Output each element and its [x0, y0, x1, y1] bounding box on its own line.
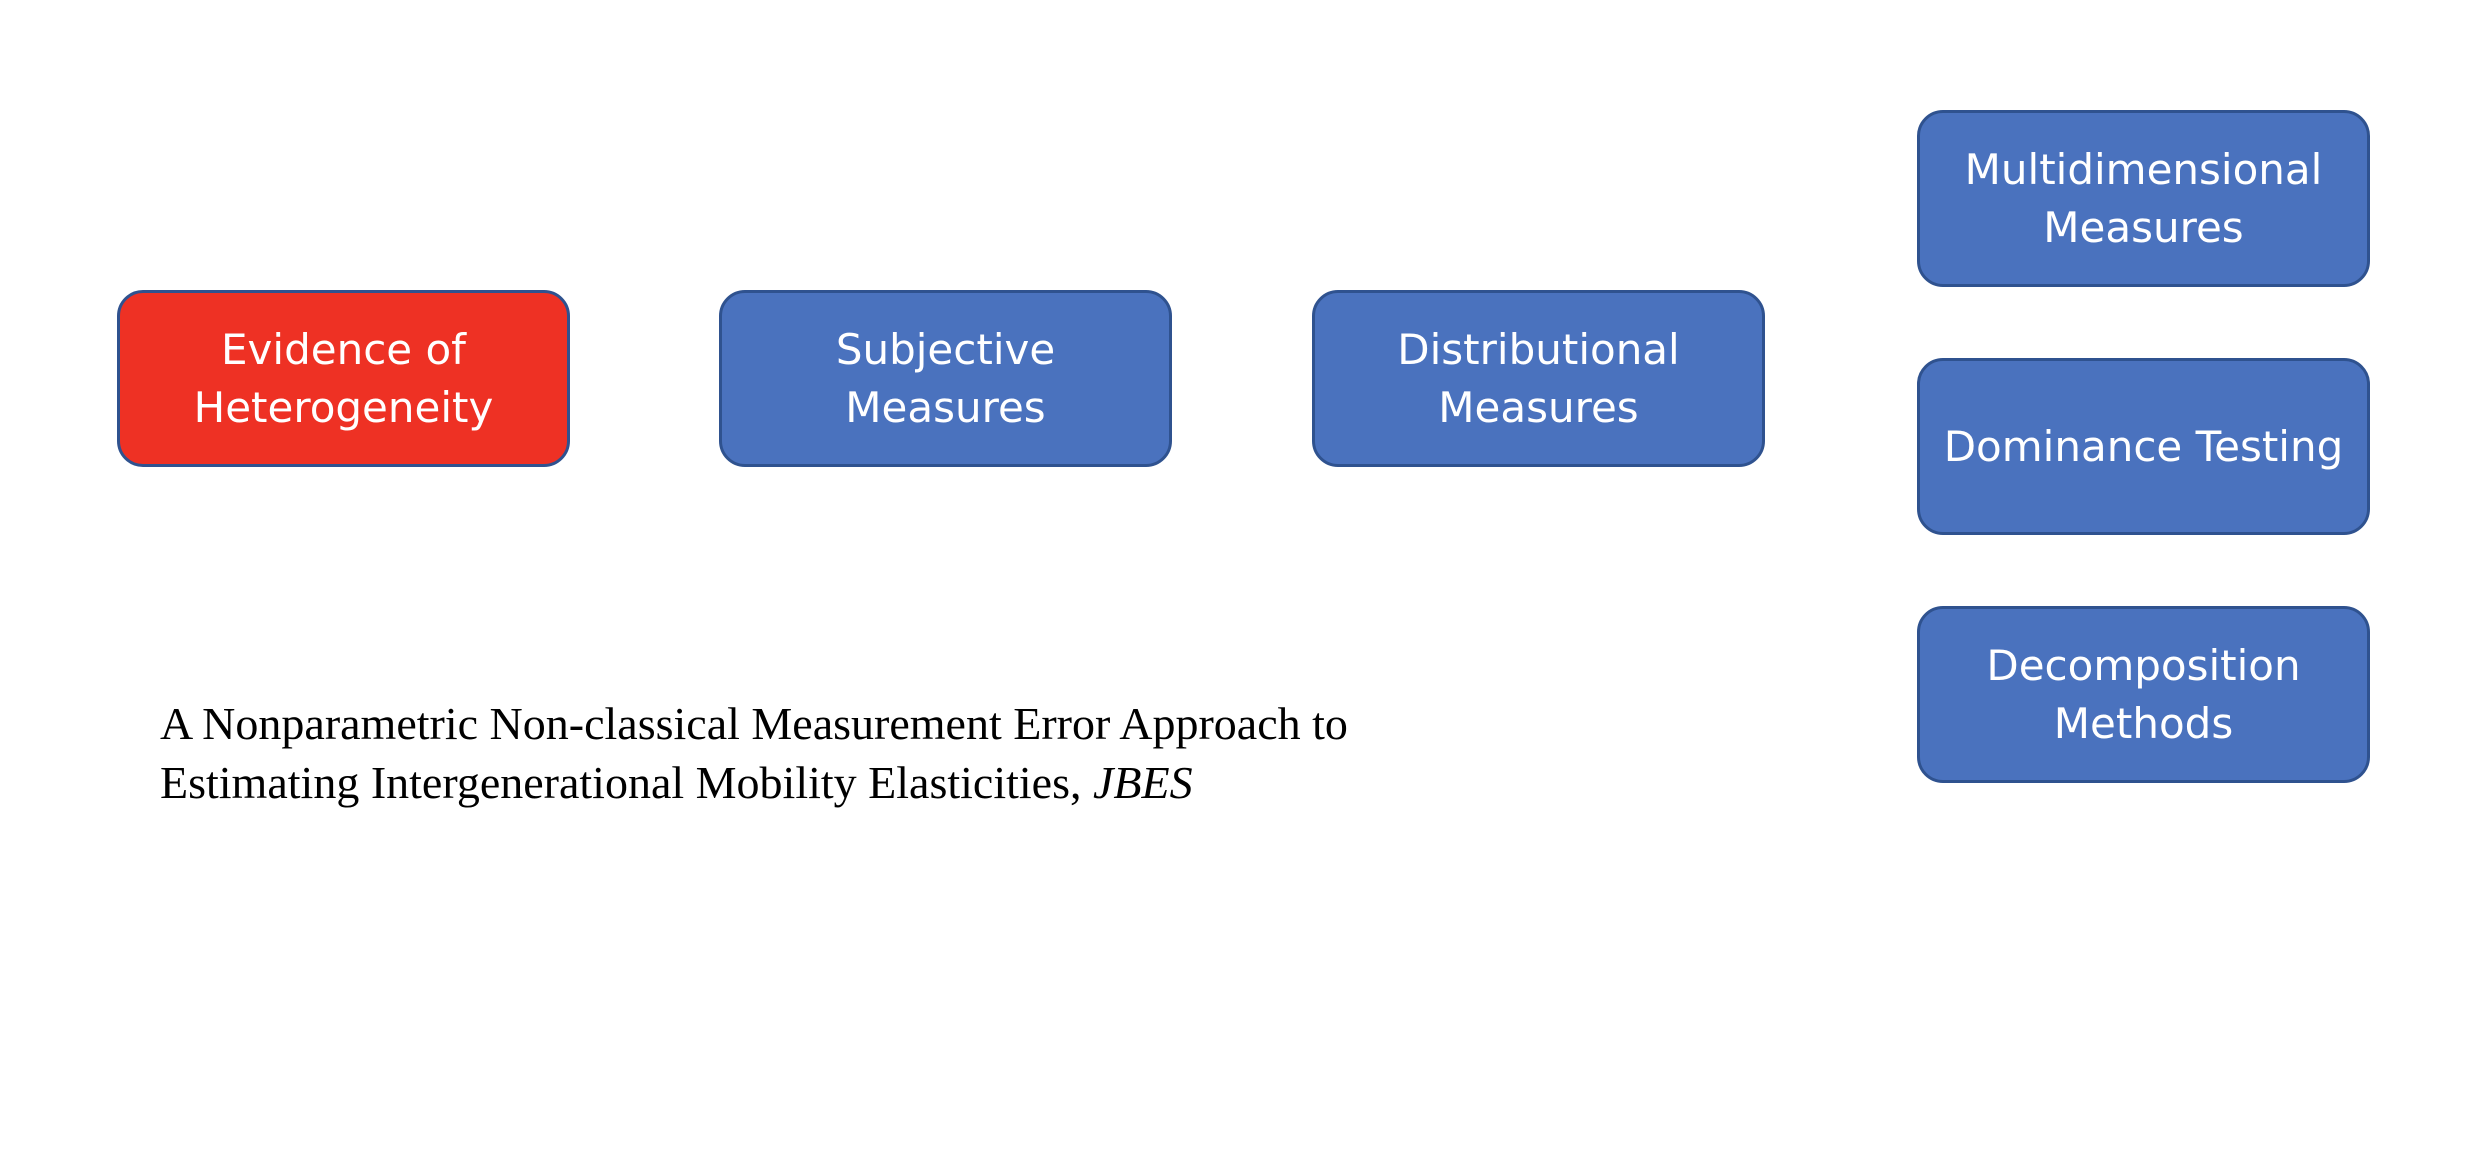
citation-title-line2: Estimating Intergenerational Mobility El… [160, 757, 1094, 808]
dominance-testing-box[interactable]: Dominance Testing [1917, 358, 2370, 535]
decomposition-methods-box[interactable]: Decomposition Methods [1917, 606, 2370, 783]
citation-journal: JBES [1093, 757, 1193, 808]
paper-citation: A Nonparametric Non-classical Measuremen… [160, 694, 1560, 812]
citation-title-line1: A Nonparametric Non-classical Measuremen… [160, 698, 1348, 749]
multidimensional-measures-box[interactable]: Multidimensional Measures [1917, 110, 2370, 287]
evidence-of-heterogeneity-box[interactable]: Evidence of Heterogeneity [117, 290, 570, 467]
distributional-measures-box[interactable]: Distributional Measures [1312, 290, 1765, 467]
subjective-measures-box[interactable]: Subjective Measures [719, 290, 1172, 467]
